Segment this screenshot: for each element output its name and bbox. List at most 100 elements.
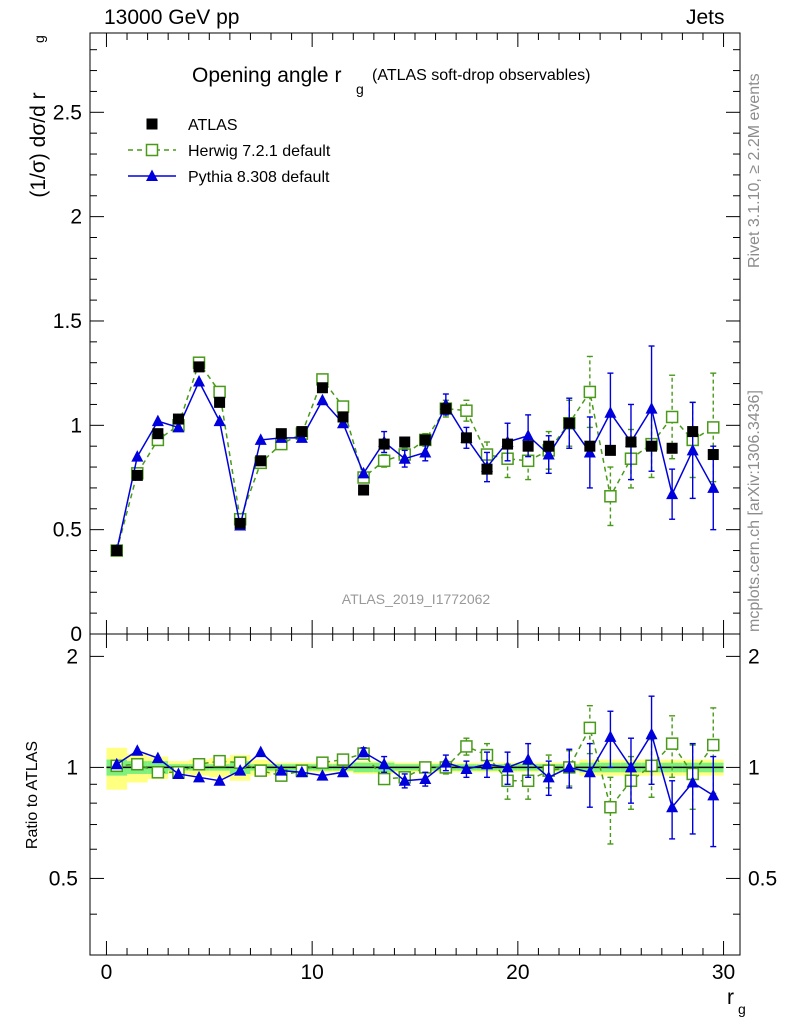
y-tick-label: 1	[70, 414, 82, 437]
pythia-ratio-point	[131, 744, 144, 756]
legend-herwig-label: Herwig 7.2.1 default	[188, 143, 331, 160]
herwig-line	[116, 361, 714, 551]
x-tick-label: 0	[101, 961, 113, 984]
pythia-point	[151, 414, 164, 427]
atlas-point	[460, 432, 472, 444]
atlas-point	[399, 436, 411, 448]
ratio-y-axis-label: Ratio to ATLAS	[24, 741, 41, 849]
atlas-point	[604, 444, 616, 456]
atlas-point	[646, 440, 658, 452]
y-axis-label-subscript: g	[31, 35, 47, 43]
herwig-point	[377, 454, 391, 468]
pythia-ratio-point	[460, 762, 473, 775]
atlas-point	[707, 449, 719, 461]
atlas-point	[522, 440, 534, 452]
herwig-ratio-point	[131, 757, 144, 771]
herwig-ratio-point	[316, 756, 329, 769]
pythia-ratio-point	[357, 745, 370, 758]
legend-atlas-marker	[146, 118, 158, 130]
atlas-point	[193, 361, 205, 373]
herwig-ratio-point	[460, 740, 473, 753]
x-axis-label-subscript: g	[738, 1001, 746, 1017]
atlas-point	[111, 545, 123, 557]
pythia-line	[116, 379, 714, 551]
atlas-point	[440, 403, 452, 415]
pythia-point	[686, 443, 699, 456]
pythia-ratio-line	[116, 732, 714, 809]
atlas-point	[358, 484, 370, 496]
pythia-ratio-point	[295, 765, 308, 778]
atlas-series	[111, 361, 719, 557]
pythia-point	[295, 431, 308, 443]
pythia-ratio-point	[213, 774, 226, 786]
y-tick-label: 1.5	[53, 310, 82, 333]
pythia-point	[522, 429, 535, 441]
herwig-ratio-point	[151, 766, 165, 779]
pythia-point	[357, 466, 370, 479]
pythia-ratio-point	[666, 800, 679, 813]
herwig-point	[583, 385, 597, 399]
legend: ATLAS Herwig 7.2.1 default Pythia 8.308 de…	[128, 117, 331, 186]
pythia-point	[645, 402, 658, 414]
pythia-point	[131, 450, 144, 462]
y-tick-label: 2	[70, 206, 82, 229]
y-tick-label: 0	[70, 623, 82, 646]
ratio-y-tick-label: 2	[66, 645, 78, 668]
herwig-point	[707, 421, 720, 434]
ratio-y-tick-label-right: 1	[748, 756, 760, 779]
x-tick-label: 10	[300, 961, 323, 984]
herwig-ratio-point	[192, 757, 206, 771]
herwig-ratio-point	[336, 753, 350, 766]
plot-title: Opening angle r	[192, 64, 341, 87]
pythia-ratio-point	[707, 788, 720, 801]
atlas-point	[419, 434, 431, 446]
herwig-ratio-point	[707, 738, 720, 752]
pythia-ratio-point	[110, 757, 123, 770]
category-label: Jets	[686, 6, 725, 29]
atlas-point	[172, 413, 184, 425]
herwig-ratio-point	[377, 772, 391, 786]
herwig-point	[336, 400, 350, 413]
ratio-y-tick-label: 1	[66, 756, 78, 779]
pythia-ratio-point	[686, 776, 699, 788]
ratio-y-tick-label-right: 2	[748, 645, 760, 668]
y-tick-label: 2.5	[53, 101, 82, 124]
atlas-point	[131, 469, 143, 481]
atlas-point	[234, 517, 246, 529]
legend-pythia-marker	[146, 169, 158, 181]
pythia-ratio-point	[378, 757, 391, 770]
atlas-point	[625, 436, 637, 448]
y-axis-label: (1/σ) dσ/d r	[27, 92, 50, 197]
pythia-point	[172, 420, 185, 433]
pythia-point	[419, 445, 432, 458]
atlas-point	[337, 411, 349, 423]
pythia-point	[316, 393, 329, 406]
pythia-point	[604, 406, 617, 418]
atlas-point	[378, 438, 390, 450]
legend-pythia-label: Pythia 8.308 default	[188, 169, 330, 186]
pythia-ratio-point	[275, 764, 288, 776]
pythia-ratio-point	[624, 760, 637, 773]
atlas-point	[296, 426, 308, 438]
pythia-ratio-point	[542, 770, 555, 783]
pythia-point	[542, 448, 555, 460]
pythia-ratio-point	[439, 756, 452, 768]
plot-title-subscript: g	[356, 81, 364, 97]
atlas-point	[584, 440, 596, 452]
herwig-point	[460, 404, 473, 417]
pythia-point	[193, 374, 206, 387]
atlas-point	[255, 455, 267, 467]
herwig-ratio-point	[213, 754, 226, 768]
energy-label: 13000 GeV pp	[104, 6, 240, 29]
atlas-point	[481, 463, 493, 475]
pythia-series	[110, 345, 720, 556]
herwig-ratio-point	[583, 721, 597, 735]
pythia-point	[398, 452, 411, 464]
pythia-ratio-point	[480, 757, 493, 770]
pythia-ratio-point	[419, 772, 432, 785]
atlas-point	[502, 438, 514, 450]
pythia-ratio-point	[254, 745, 267, 758]
herwig-point	[604, 490, 617, 503]
x-axis-label: r	[727, 986, 734, 1009]
pythia-ratio-series	[110, 695, 720, 848]
